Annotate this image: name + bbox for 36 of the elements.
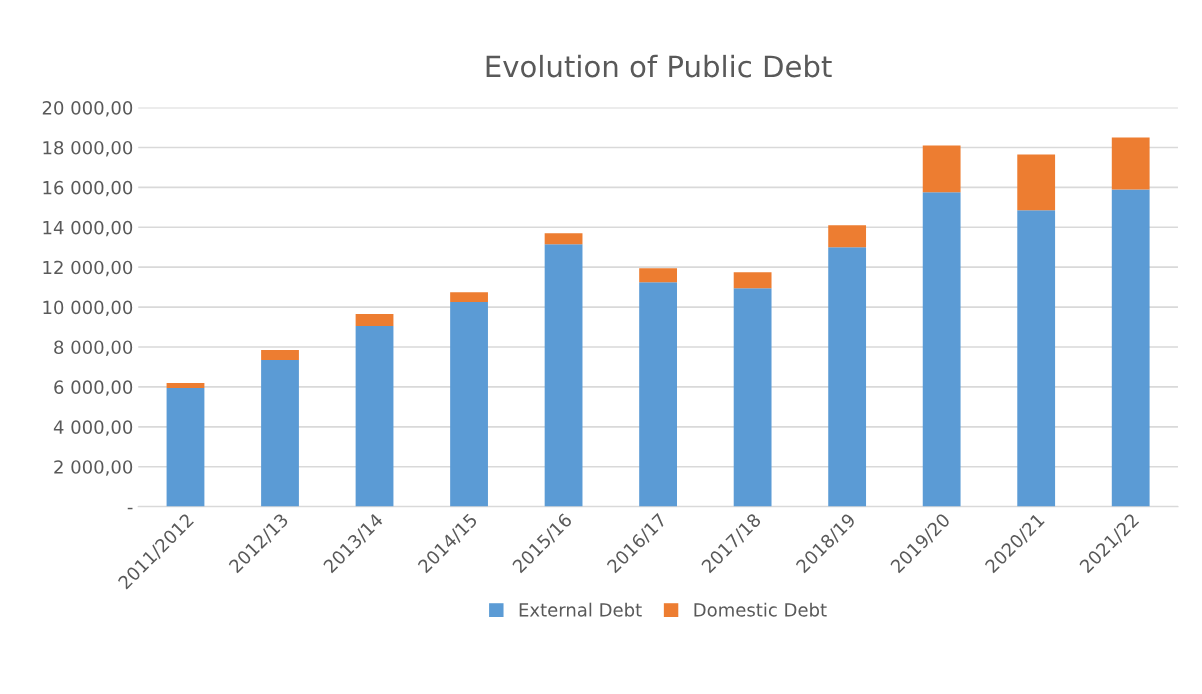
chart-title: Evolution of Public Debt [486,54,832,78]
bar [544,244,583,507]
y-tick-label: - [127,507,133,510]
y-tick-label: 16 000,00 [43,180,133,197]
bar [1017,154,1056,211]
bar [355,314,394,327]
bar [1017,210,1056,507]
bar [828,247,867,507]
y-tick-label: 14 000,00 [43,220,133,237]
bar [450,302,488,507]
y-tick-label: 6 000,00 [54,380,133,396]
y-tick-label: 18 000,00 [43,140,133,157]
y-tick-label: 2 000,00 [54,460,133,476]
y-tick-label: 10 000,00 [43,300,133,317]
bar [639,282,677,507]
bar [828,225,867,248]
bar [639,268,677,283]
bar [922,192,961,507]
bar [1111,137,1150,190]
y-tick-label: 12 000,00 [43,260,133,277]
bar [166,382,205,388]
y-tick-label: 8 000,00 [54,340,133,356]
bar [450,292,488,303]
bar [261,349,299,360]
legend-label: Domestic Debt [694,602,827,617]
bar [261,359,299,507]
bar [355,326,394,507]
y-tick-label: 4 000,00 [53,420,133,436]
y-tick-label: 20 000,00 [42,101,133,117]
bar [733,288,772,507]
bar [1111,189,1150,507]
legend-label: External Debt [519,602,642,617]
bar [922,145,961,193]
bar [544,233,583,245]
bar [166,387,205,507]
bar [733,272,772,289]
